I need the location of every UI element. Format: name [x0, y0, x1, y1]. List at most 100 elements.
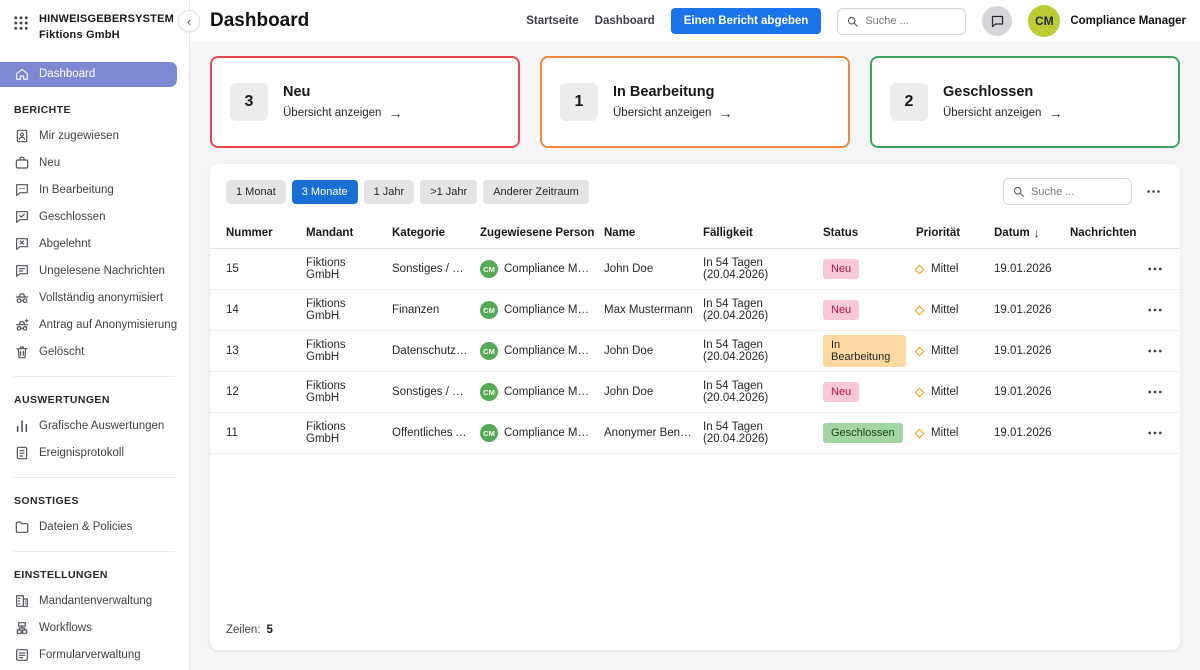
- card-overview-link[interactable]: Übersicht anzeigen →: [943, 104, 1063, 121]
- col-faelligkeit[interactable]: Fälligkeit: [703, 226, 753, 239]
- col-name[interactable]: Name: [604, 226, 636, 239]
- filter-gt-1-jahr[interactable]: >1 Jahr: [420, 179, 478, 204]
- cell-nummer: 11: [226, 427, 238, 439]
- sidebar-item-vollstaendig-anonymisiert[interactable]: Vollständig anonymisiert: [0, 285, 189, 312]
- sidebar-item-mir-zugewiesen[interactable]: Mir zugewiesen: [0, 123, 189, 150]
- cell-datum: 19.01.2026: [994, 304, 1052, 316]
- user-avatar[interactable]: CM: [1028, 5, 1061, 37]
- cell-prioritaet: Mittel: [914, 345, 994, 357]
- user-name: Compliance Manager: [1070, 15, 1186, 27]
- col-nachrichten[interactable]: Nachrichten: [1070, 226, 1137, 239]
- status-badge: Neu: [823, 300, 860, 320]
- sidebar-item-mandantenverwaltung[interactable]: Mandantenverwaltung: [0, 588, 189, 615]
- priority-icon: [914, 346, 925, 356]
- sidebar-item-dateien-policies[interactable]: Dateien & Policies: [0, 514, 189, 541]
- app-name: HINWEISGEBERSYSTEM: [39, 13, 175, 25]
- cell-nummer: 12: [226, 386, 239, 398]
- table-row[interactable]: 14 Fiktions GmbH Finanzen CM Compliance …: [210, 290, 1180, 331]
- sidebar-item-in-bearbeitung[interactable]: In Bearbeitung: [0, 177, 189, 204]
- chat-rejected-icon: [14, 236, 30, 252]
- sidebar-item-antrag-auf-anonymisierung[interactable]: Antrag auf Anonymisierung: [0, 312, 189, 339]
- card-neu[interactable]: 3 Neu Übersicht anzeigen →: [210, 56, 520, 148]
- priority-icon: [914, 305, 925, 315]
- sidebar-divider: [14, 375, 175, 377]
- col-prioritaet[interactable]: Priorität: [916, 226, 961, 239]
- content: 3 Neu Übersicht anzeigen → 1 In Bearbeit…: [190, 42, 1200, 670]
- col-kategorie[interactable]: Kategorie: [392, 226, 446, 239]
- submit-report-button[interactable]: Einen Bericht abgeben: [670, 8, 822, 34]
- arrow-right-icon: →: [718, 104, 733, 121]
- col-nummer[interactable]: Nummer: [226, 226, 273, 239]
- sidebar-item-dashboard[interactable]: Dashboard: [0, 61, 177, 87]
- sidebar-item-label: Gelöscht: [39, 346, 85, 359]
- cell-faelligkeit: In 54 Tagen (20.04.2026): [703, 298, 769, 322]
- row-menu-button[interactable]: [1146, 424, 1164, 442]
- summary-cards: 3 Neu Übersicht anzeigen → 1 In Bearbeit…: [210, 56, 1180, 148]
- row-menu-button[interactable]: [1146, 260, 1164, 278]
- sidebar-item-neu[interactable]: Neu: [0, 150, 189, 177]
- cell-mandant: Fiktions GmbH: [306, 421, 346, 445]
- filter-3-monate[interactable]: 3 Monate: [291, 179, 358, 204]
- bar-chart-icon: [14, 418, 30, 434]
- sidebar-item-formularverwaltung[interactable]: Formularverwaltung: [0, 642, 189, 669]
- sidebar-item-ungelesene-nachrichten[interactable]: Ungelesene Nachrichten: [0, 258, 189, 285]
- global-search-input[interactable]: [865, 15, 958, 27]
- table-row[interactable]: 12 Fiktions GmbH Sonstiges / Str... CM C…: [210, 372, 1180, 413]
- table-row[interactable]: 11 Fiktions GmbH Öffentliches Au... CM C…: [210, 413, 1180, 454]
- chat-unread-icon: [14, 263, 30, 279]
- app-title: HINWEISGEBERSYSTEM Fiktions GmbH: [39, 12, 174, 44]
- table-row[interactable]: 15 Fiktions GmbH Sonstiges / Str... CM C…: [210, 249, 1180, 290]
- incognito-icon: [14, 290, 30, 306]
- sidebar-item-label: Dashboard: [39, 68, 96, 81]
- filter-1-jahr[interactable]: 1 Jahr: [363, 179, 415, 204]
- col-mandant[interactable]: Mandant: [306, 226, 354, 239]
- table-search-input[interactable]: [1031, 185, 1123, 198]
- search-icon: [1012, 185, 1025, 198]
- cell-zugewiesene-person: CM Compliance Manager: [480, 424, 604, 442]
- card-geschlossen[interactable]: 2 Geschlossen Übersicht anzeigen →: [870, 56, 1180, 148]
- apps-grid-icon[interactable]: [12, 14, 30, 32]
- sidebar-item-geloescht[interactable]: Gelöscht: [0, 339, 189, 366]
- form-icon: [14, 647, 30, 663]
- sidebar-item-label: Formularverwaltung: [39, 649, 141, 662]
- sidebar-item-geschlossen[interactable]: Geschlossen: [0, 204, 189, 231]
- row-menu-button[interactable]: [1146, 383, 1164, 401]
- top-bar: Dashboard Startseite Dashboard Einen Ber…: [190, 0, 1200, 42]
- sidebar-item-label: Antrag auf Anonymisierung: [39, 319, 178, 332]
- col-zugewiesene-person[interactable]: Zugewiesene Person: [480, 226, 595, 239]
- row-menu-button[interactable]: [1146, 342, 1164, 360]
- sidebar-section-auswertungen: AUSWERTUNGEN: [14, 393, 110, 406]
- sidebar-item-label: Neu: [39, 157, 61, 170]
- nav-dashboard[interactable]: Dashboard: [594, 15, 655, 27]
- card-overview-link[interactable]: Übersicht anzeigen →: [283, 104, 403, 121]
- messages-button[interactable]: [982, 6, 1013, 36]
- sidebar-item-abgelehnt[interactable]: Abgelehnt: [0, 231, 189, 258]
- nav-startseite[interactable]: Startseite: [526, 15, 579, 27]
- cell-nummer: 13: [226, 345, 239, 357]
- status-badge: Neu: [823, 259, 860, 279]
- priority-icon: [914, 428, 925, 438]
- building-icon: [14, 593, 30, 609]
- cell-zugewiesene-person: CM Compliance Manager: [480, 301, 604, 319]
- assignee-avatar: CM: [480, 342, 498, 360]
- sidebar-divider: [14, 550, 175, 552]
- sidebar-item-label: Geschlossen: [39, 211, 106, 224]
- cell-zugewiesene-person: CM Compliance Manager: [480, 383, 604, 401]
- cell-kategorie: Sonstiges / Str...: [392, 263, 476, 275]
- priority-icon: [914, 264, 925, 274]
- table-row[interactable]: 13 Fiktions GmbH Datenschutz, Sc... CM C…: [210, 331, 1180, 372]
- card-overview-link[interactable]: Übersicht anzeigen →: [613, 104, 733, 121]
- table-options-button[interactable]: [1142, 181, 1164, 203]
- sidebar-item-grafische-auswertungen[interactable]: Grafische Auswertungen: [0, 413, 189, 440]
- sidebar-collapse-button[interactable]: ‹: [178, 10, 200, 32]
- sidebar-item-ereignisprotokoll[interactable]: Ereignisprotokoll: [0, 440, 189, 467]
- filter-1-monat[interactable]: 1 Monat: [226, 179, 286, 204]
- row-menu-button[interactable]: [1146, 301, 1164, 319]
- cell-kategorie: Datenschutz, Sc...: [392, 345, 480, 357]
- col-status[interactable]: Status: [823, 226, 859, 239]
- card-in-bearbeitung[interactable]: 1 In Bearbeitung Übersicht anzeigen →: [540, 56, 850, 148]
- sidebar-item-workflows[interactable]: Workflows: [0, 615, 189, 642]
- filter-anderer-zeitraum[interactable]: Anderer Zeitraum: [483, 179, 589, 204]
- col-datum[interactable]: Datum ↓: [994, 225, 1040, 240]
- cell-mandant: Fiktions GmbH: [306, 380, 346, 404]
